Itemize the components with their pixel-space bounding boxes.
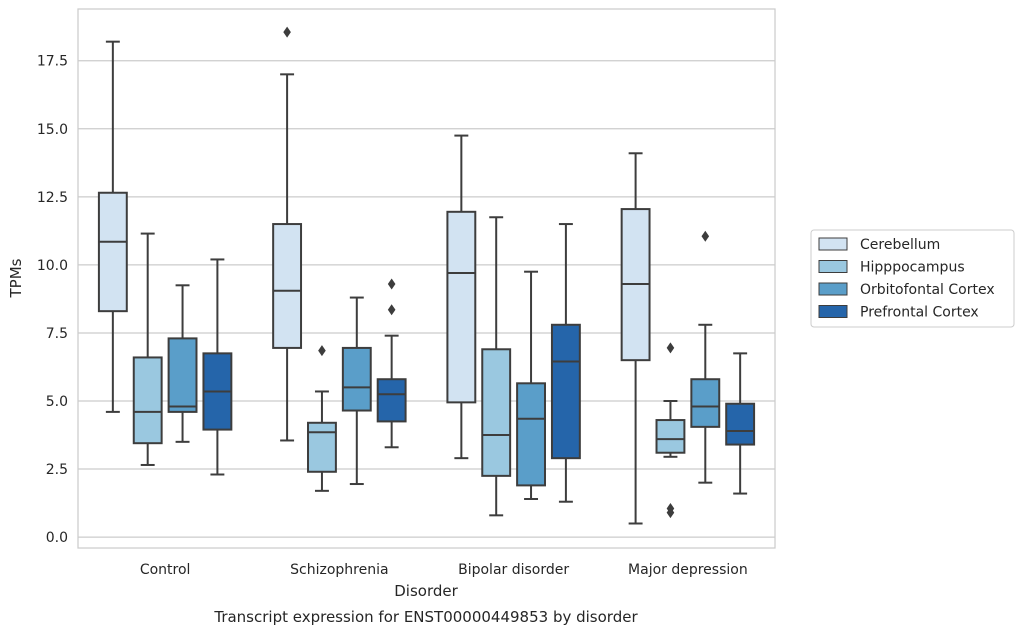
box-iqr (272, 223, 303, 349)
y-tick-label: 5.0 (46, 394, 68, 410)
x-tick-label: Schizophrenia (290, 562, 388, 578)
x-tick-label: Major depression (628, 562, 748, 578)
legend-frame (810, 229, 1015, 328)
legend-swatch (818, 260, 848, 273)
box-prefrontal-cortex (550, 223, 581, 503)
box-prefrontal-cortex (376, 278, 407, 449)
box-hipppocampus (655, 342, 686, 519)
box-prefrontal-cortex (725, 352, 756, 495)
box-iqr (481, 348, 512, 477)
x-tick-label: Control (140, 562, 191, 578)
outlier-point (283, 26, 291, 38)
y-tick-label: 12.5 (37, 190, 68, 206)
y-tick-label: 0.0 (46, 530, 68, 546)
box-cerebellum (620, 152, 651, 525)
chart-caption: Transcript expression for ENST0000044985… (213, 608, 638, 626)
outlier-point (387, 304, 396, 316)
box-iqr (376, 378, 407, 423)
legend-swatch (818, 237, 848, 251)
plot-background (78, 9, 775, 548)
y-tick-label: 15.0 (37, 122, 68, 138)
box-iqr (307, 421, 337, 473)
box-iqr (167, 337, 198, 413)
y-tick-label: 10.0 (37, 258, 68, 274)
box-cerebellum (272, 26, 303, 442)
legend: Cerebellum Hipppocampus Orbitofontal Corte… (810, 229, 1015, 328)
box-hipppocampus (307, 345, 337, 492)
box-iqr (550, 323, 581, 460)
legend-swatch (818, 282, 848, 296)
outlier-point (666, 507, 675, 519)
box-iqr (655, 419, 686, 454)
y-tick-label: 2.5 (46, 462, 68, 478)
plot-frame (77, 8, 776, 549)
x-axis-label: Disorder (394, 582, 458, 600)
outlier-point (701, 230, 710, 242)
box-orbitofontal-cortex (690, 230, 721, 484)
box-orbitofontal-cortex (341, 296, 372, 486)
box-hipppocampus (481, 216, 512, 517)
box-orbitofontal-cortex (516, 270, 546, 500)
outlier-point (387, 278, 396, 290)
box-groups (97, 26, 756, 525)
outlier-point (666, 342, 675, 354)
legend-label: Orbitofontal Cortex (860, 282, 995, 298)
box-iqr (97, 191, 128, 313)
outlier-point (318, 345, 326, 357)
legend-label: Hipppocampus (860, 260, 965, 276)
y-tick-label: 7.5 (46, 326, 68, 342)
x-tick-label: Bipolar disorder (458, 562, 569, 578)
box-iqr (725, 402, 756, 446)
box-orbitofontal-cortex (167, 284, 198, 443)
y-tick-labels: 0.0 2.5 5.0 7.5 10.0 12.5 15.0 17.5 (37, 54, 68, 546)
legend-label: Prefrontal Cortex (860, 305, 979, 321)
box-iqr (132, 356, 163, 445)
box-hipppocampus (132, 232, 163, 466)
y-axis-label: TPMs (7, 258, 25, 298)
box-iqr (690, 378, 721, 428)
box-iqr (341, 346, 372, 412)
box-prefrontal-cortex (202, 258, 233, 476)
legend-swatch (818, 305, 848, 318)
box-cerebellum (97, 40, 128, 413)
box-iqr (446, 210, 477, 404)
box-cerebellum (446, 134, 477, 460)
legend-label: Cerebellum (860, 237, 940, 253)
y-tick-label: 17.5 (37, 54, 68, 70)
box-iqr (516, 382, 546, 487)
x-tick-labels: Control Schizophrenia Bipolar disorder Majo… (140, 562, 748, 578)
